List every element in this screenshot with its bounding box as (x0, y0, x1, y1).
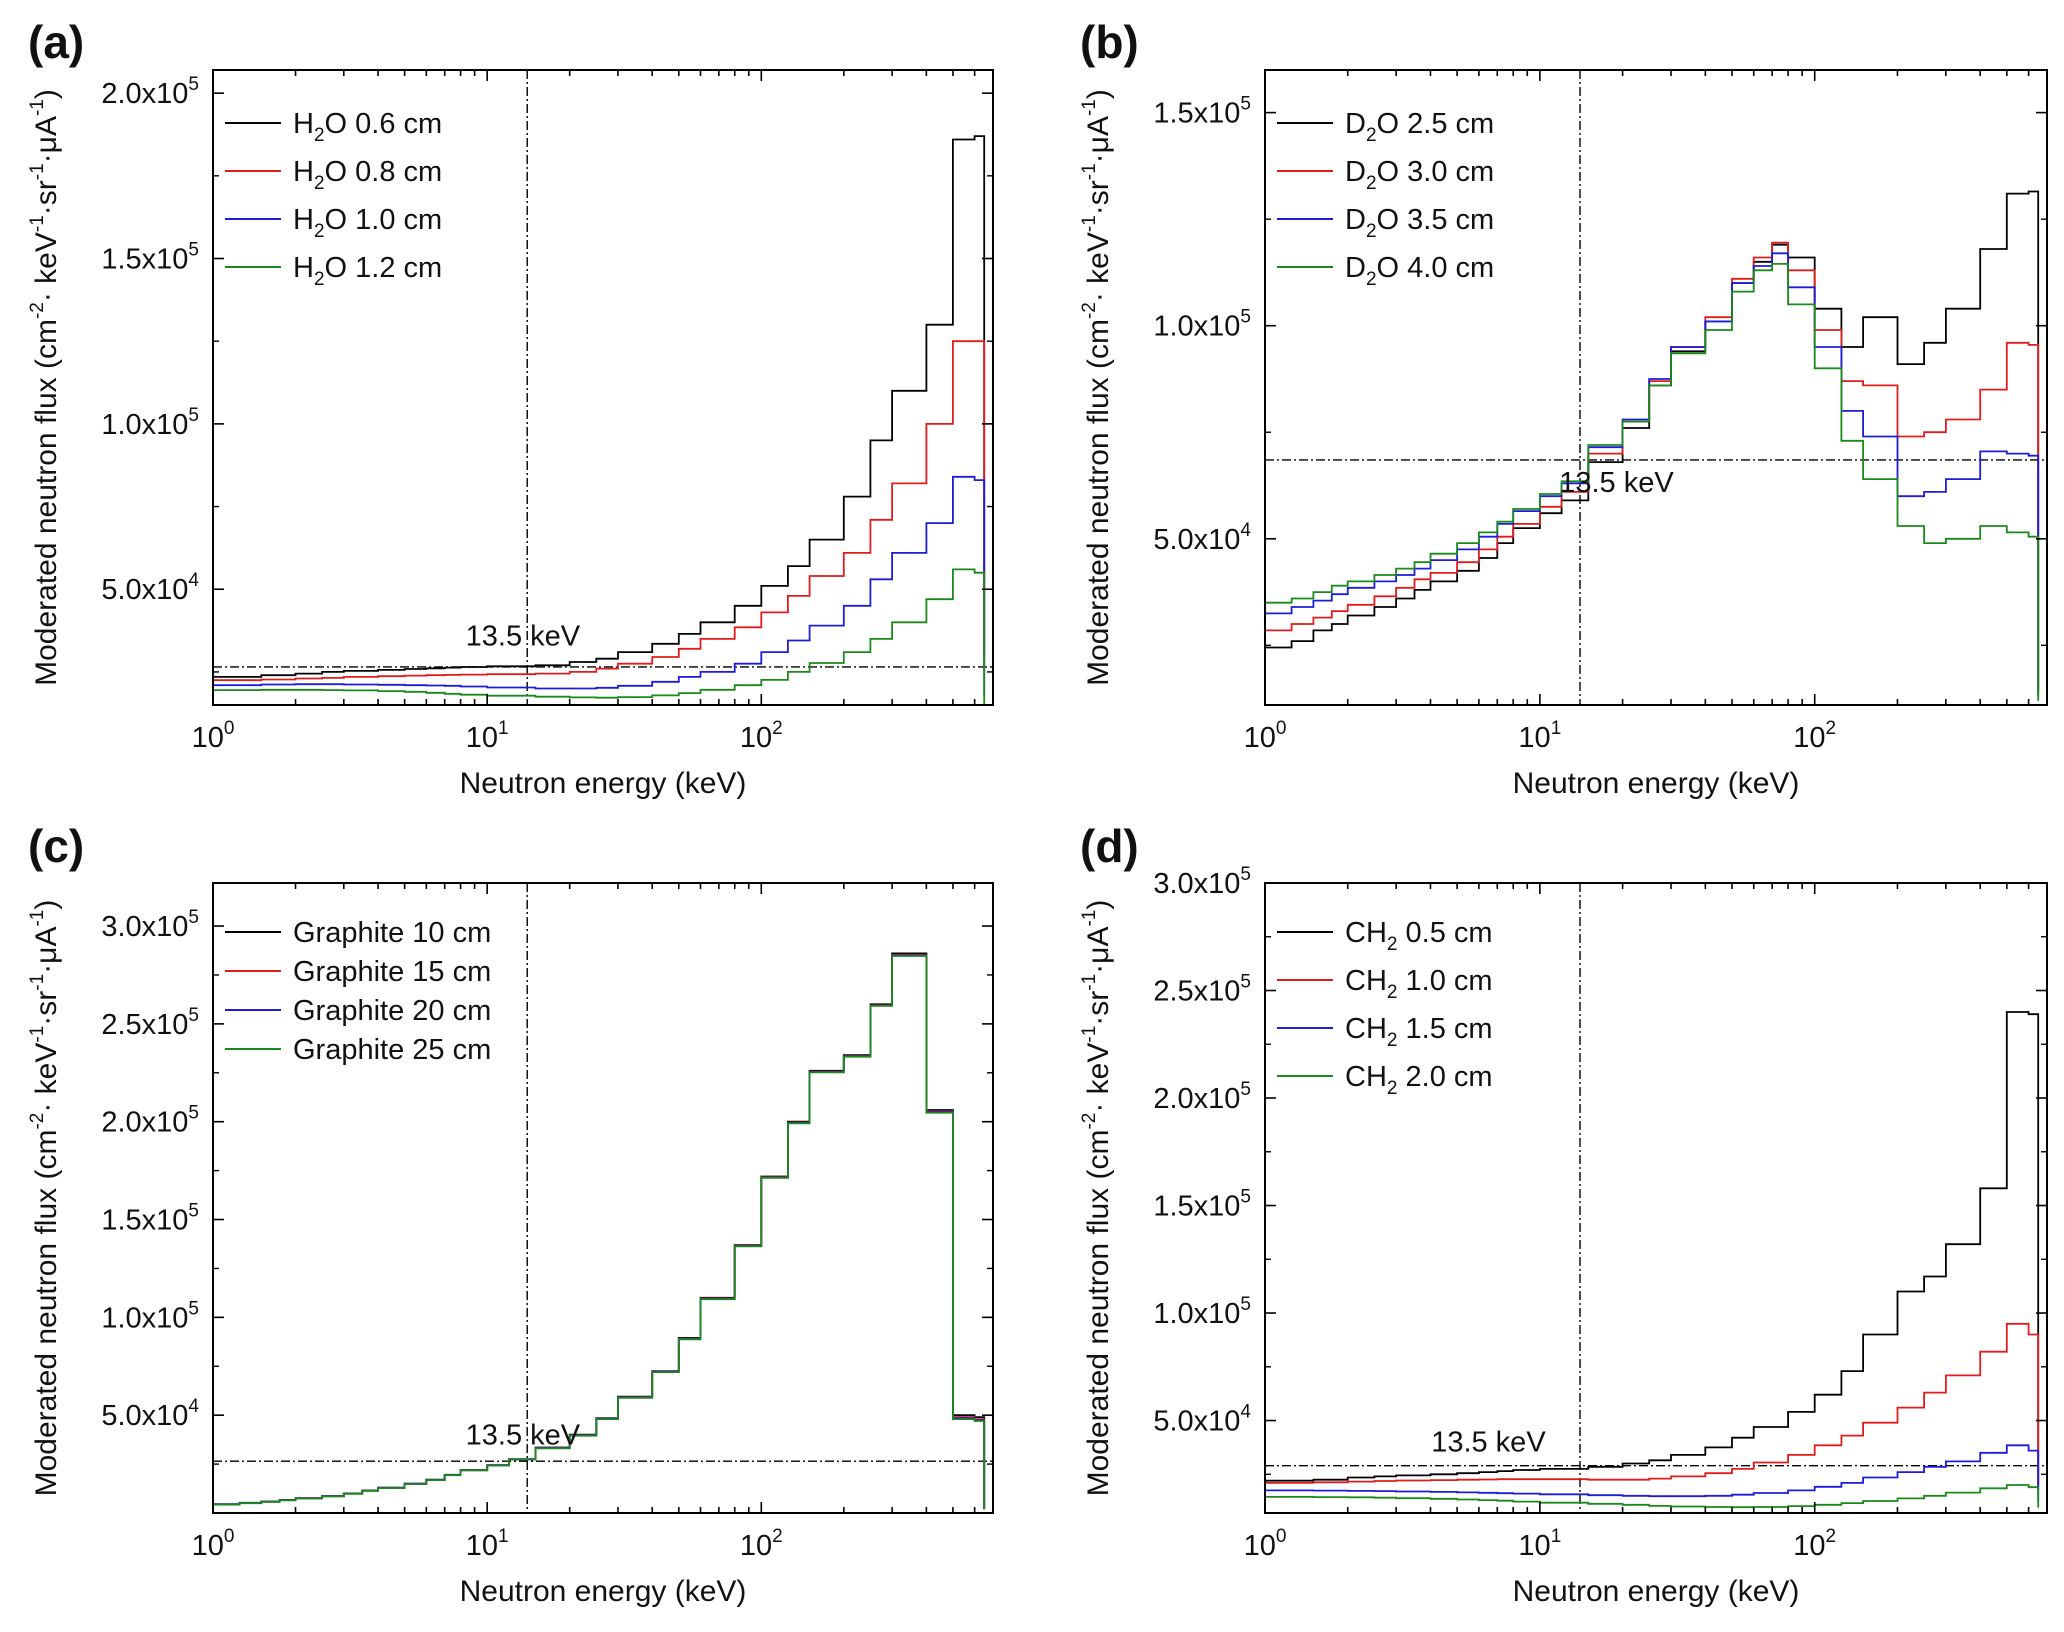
series-line (213, 955, 986, 1510)
y-tick-label: 5.0x104 (1153, 520, 1251, 556)
y-tick-label: 1.5x105 (1153, 1187, 1251, 1223)
legend-label: Graphite 20 cm (293, 995, 491, 1027)
legend-label: CH2 0.5 cm (1345, 917, 1493, 955)
panel-label: (d) (1080, 820, 1139, 872)
x-axis-label: Neutron energy (keV) (460, 1575, 747, 1608)
legend-label: H2O 1.2 cm (293, 252, 442, 290)
chart-panel-4: (d) 100 101 102 5.0x104 1.0x105 1.5x105 2.0x105… (1079, 820, 2048, 1608)
series-line (1265, 1011, 2040, 1490)
chart-panel-3: (c) 100 101 102 5.0x104 1.0x105 1.5x105 2.0x105… (27, 820, 994, 1608)
y-axis-label: Moderated neutron flux (cm-2· keV-1·sr-1… (1079, 89, 1115, 686)
legend-label: Graphite 10 cm (293, 917, 491, 949)
plot-frame (212, 882, 994, 1514)
x-tick-label: 101 (1518, 1526, 1561, 1562)
x-tick-label: 102 (1793, 718, 1836, 754)
y-tick-label: 3.0x105 (101, 907, 199, 943)
energy-annotation: 13.5 keV (1431, 1427, 1546, 1459)
x-tick-label: 100 (1244, 1526, 1287, 1562)
series-line (1265, 190, 2040, 688)
y-tick-label: 1.0x105 (101, 405, 199, 441)
x-axis-label: Neutron energy (keV) (1513, 767, 1800, 800)
y-tick-label: 1.5x105 (101, 240, 199, 276)
y-tick-label: 5.0x104 (101, 570, 199, 606)
x-tick-label: 100 (1244, 718, 1287, 754)
panel-label: (b) (1080, 16, 1139, 68)
y-tick-label: 5.0x104 (101, 1396, 199, 1432)
x-tick-label: 102 (740, 718, 783, 754)
y-tick-label: 2.5x105 (1153, 972, 1251, 1008)
chart-panel-1: (a) 100 101 102 5.0x104 1.0x105 1.5x105 2.0x105… (27, 16, 994, 800)
series-line (213, 568, 986, 705)
x-tick-label: 102 (740, 1526, 783, 1562)
legend-label: H2O 0.6 cm (293, 108, 442, 146)
plot-frame (1264, 882, 2048, 1514)
plot-frame (212, 69, 994, 706)
plot-frame (1264, 69, 2048, 706)
series-line (1265, 1322, 2040, 1485)
series-line (1265, 1484, 2040, 1509)
panel-label: (c) (28, 820, 84, 872)
energy-annotation: 13.5 keV (1559, 467, 1674, 499)
y-tick-label: 5.0x104 (1153, 1402, 1251, 1438)
x-tick-label: 101 (466, 1526, 509, 1562)
legend-label: D2O 3.0 cm (1345, 156, 1494, 194)
legend-label: H2O 0.8 cm (293, 156, 442, 194)
x-tick-label: 101 (1518, 718, 1561, 754)
y-axis-label: Moderated neutron flux (cm-2· keV-1·sr-1… (27, 900, 63, 1497)
y-tick-label: 1.5x105 (1153, 94, 1251, 130)
y-tick-label: 3.0x105 (1153, 864, 1251, 900)
y-tick-label: 1.0x105 (1153, 307, 1251, 343)
legend-label: CH2 2.0 cm (1345, 1061, 1493, 1099)
y-tick-label: 2.0x105 (101, 1103, 199, 1139)
legend-label: D2O 2.5 cm (1345, 108, 1494, 146)
x-axis-label: Neutron energy (keV) (460, 767, 747, 800)
chart-panel-2: (b) 100 101 102 5.0x104 1.0x105 1.5x105 Neutron… (1079, 16, 2048, 800)
x-tick-label: 100 (192, 718, 235, 754)
x-tick-label: 102 (1793, 1526, 1836, 1562)
legend-label: Graphite 25 cm (293, 1034, 491, 1066)
energy-annotation: 13.5 keV (466, 1420, 581, 1452)
legend-label: Graphite 15 cm (293, 956, 491, 988)
y-tick-label: 1.0x105 (1153, 1294, 1251, 1330)
y-tick-label: 1.0x105 (101, 1298, 199, 1334)
panel-label: (a) (28, 16, 84, 68)
legend-label: D2O 4.0 cm (1345, 252, 1494, 290)
legend-label: CH2 1.0 cm (1345, 965, 1493, 1003)
y-axis-label: Moderated neutron flux (cm-2· keV-1·sr-1… (27, 89, 63, 686)
y-tick-label: 1.5x105 (101, 1201, 199, 1237)
y-tick-label: 2.0x105 (101, 74, 199, 110)
y-axis-label: Moderated neutron flux (cm-2· keV-1·sr-1… (1079, 900, 1115, 1497)
x-tick-label: 101 (466, 718, 509, 754)
series-line (213, 135, 986, 678)
y-tick-label: 2.0x105 (1153, 1079, 1251, 1115)
legend-label: D2O 3.5 cm (1345, 204, 1494, 242)
series-line (1265, 263, 2040, 701)
series-line (213, 475, 986, 696)
x-axis-label: Neutron energy (keV) (1513, 1575, 1800, 1608)
y-tick-label: 2.5x105 (101, 1005, 199, 1041)
series-line (1265, 1444, 2040, 1503)
x-tick-label: 100 (192, 1526, 235, 1562)
legend-label: H2O 1.0 cm (293, 204, 442, 242)
energy-annotation: 13.5 keV (466, 620, 581, 652)
legend-label: CH2 1.5 cm (1345, 1013, 1493, 1051)
series-line (213, 340, 986, 682)
